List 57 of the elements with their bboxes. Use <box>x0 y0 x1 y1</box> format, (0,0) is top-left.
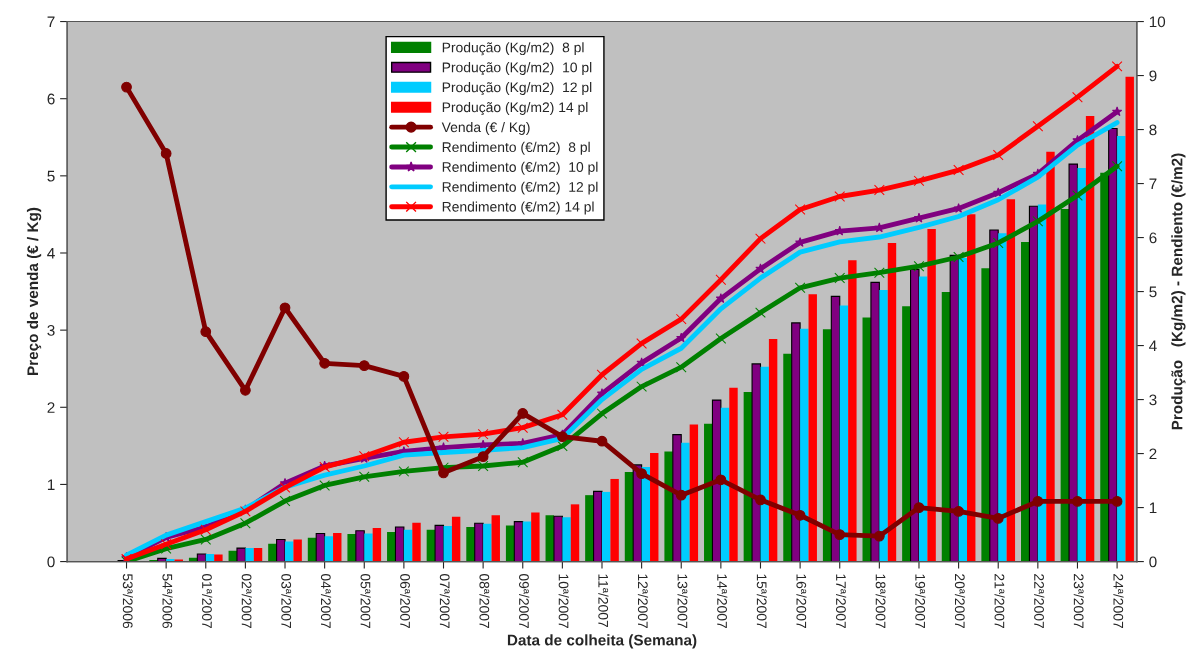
x-tick-label: 18ª/2007 <box>875 574 886 629</box>
legend-label: Produção (Kg/m2) 8 pl <box>442 42 584 56</box>
y-tick-label: 5 <box>47 170 55 182</box>
y2-tick-label: 5 <box>1149 286 1157 298</box>
x-tick-label: 12ª/2007 <box>637 574 649 629</box>
x-axis-title: Data de colheita (Semana) <box>507 634 697 649</box>
x-tick-label: 05ª/2007 <box>360 573 371 629</box>
x-tick-label: 24ª/2007 <box>1113 574 1124 629</box>
x-tick-label: 11ª/2007 <box>598 574 609 628</box>
legend-label: Produção (Kg/m2) 12 pl <box>442 82 592 96</box>
x-tick-label: 21ª/2007 <box>994 574 1005 629</box>
y2-tick-label: 4 <box>1149 340 1157 352</box>
y-tick-label: 3 <box>47 325 55 336</box>
x-tick-label: 23ª/2007 <box>1073 574 1084 629</box>
x-tick-label: 13ª/2007 <box>677 574 688 629</box>
x-tick-label: 03ª/2007 <box>281 573 292 629</box>
legend-label: Rendimento (€/m2) 12 pl <box>442 181 598 195</box>
y-tick-label: 4 <box>47 248 55 259</box>
x-tick-label: 01ª/2007 <box>202 573 213 629</box>
x-tick-label: 02ª/2007 <box>241 573 252 629</box>
y-tick-label: 2 <box>47 402 55 413</box>
x-tick-label: 53ª/2006 <box>122 573 133 629</box>
x-tick-label: 07ª/2007 <box>439 573 450 629</box>
x-tick-label: 16ª/2007 <box>796 574 807 629</box>
x-tick-label: 09ª/2007 <box>519 573 530 629</box>
y-tick-label: 0 <box>47 556 55 568</box>
y2-tick-label: 8 <box>1149 124 1157 136</box>
legend-label: Produção (Kg/m2) 10 pl <box>442 62 592 76</box>
y-tick-label: 1 <box>47 479 55 490</box>
x-tick-label: 19ª/2007 <box>915 574 926 629</box>
y2-tick-label: 9 <box>1149 70 1157 82</box>
y2-tick-label: 0 <box>1149 556 1157 568</box>
x-tick-label: 04ª/2007 <box>320 573 332 629</box>
y-tick-label: 7 <box>47 16 55 28</box>
x-tick-label: 17ª/2007 <box>836 574 847 629</box>
y2-tick-label: 7 <box>1149 178 1157 190</box>
x-tick-label: 14ª/2007 <box>717 574 728 629</box>
legend-label: Venda (€ / Kg) <box>441 121 530 135</box>
y-axis-title: Preço de venda (€ / Kg) <box>26 207 42 376</box>
legend-label: Rendimento (€/m2) 8 pl <box>442 141 590 155</box>
x-tick-label: 06ª/2007 <box>400 573 411 629</box>
x-tick-label: 15ª/2007 <box>756 574 767 629</box>
legend-label: Produção (Kg/m2) 14 pl <box>442 102 588 116</box>
legend-label: Rendimento (€/m2) 10 pl <box>442 161 598 175</box>
y-tick-label: 6 <box>47 93 55 105</box>
y2-tick-label: 3 <box>1149 394 1157 406</box>
x-tick-label: 10ª/2007 <box>558 574 569 629</box>
y2-tick-label: 6 <box>1149 232 1157 244</box>
x-tick-label: 54ª/2006 <box>162 573 173 629</box>
y2-axis-title: Produção (Kg/m2) - Rendiento (€/m2) <box>1171 153 1186 430</box>
legend-label: Rendimento (€/m2) 14 pl <box>442 201 594 215</box>
x-tick-label: 22ª/2007 <box>1034 574 1045 629</box>
y2-tick-label: 2 <box>1149 448 1157 460</box>
x-tick-label: 08ª/2007 <box>479 573 490 629</box>
y2-tick-label: 1 <box>1149 502 1157 514</box>
y2-tick-label: 10 <box>1149 16 1166 28</box>
x-tick-label: 20ª/2007 <box>954 574 966 629</box>
